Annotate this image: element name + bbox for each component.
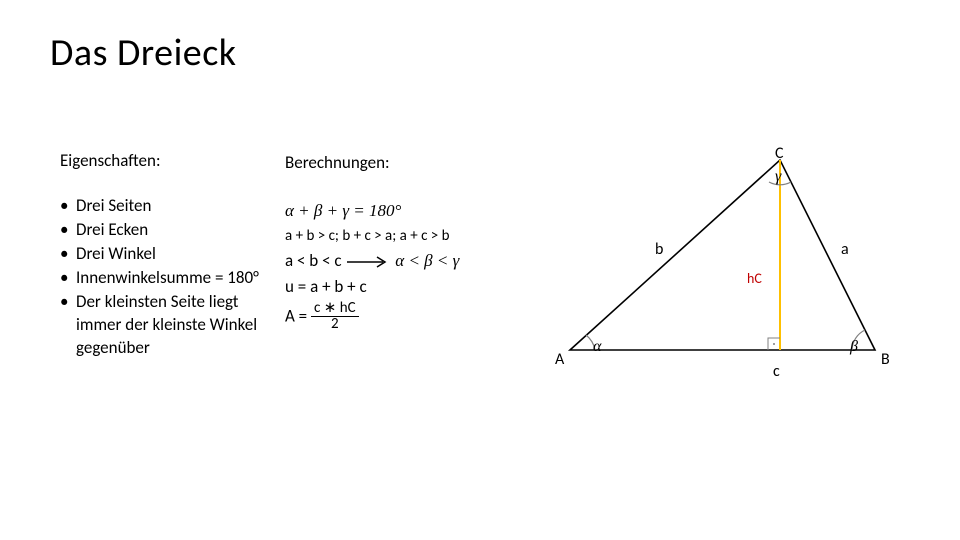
calc-anglesum-text: α + β + γ = 180° bbox=[285, 201, 401, 220]
calc-triangle-inequality: a + b > c; b + c > a; a + c > b bbox=[285, 225, 555, 248]
angle-gamma: γ bbox=[775, 168, 781, 186]
calc-perimeter: u = a + b + c bbox=[285, 274, 555, 300]
side-a: a bbox=[841, 240, 849, 259]
triangle-svg bbox=[555, 145, 895, 375]
list-item: Innenwinkelsumme = 180° bbox=[60, 267, 285, 290]
fraction: c ∗ hC 2 bbox=[311, 301, 359, 334]
slide: Das Dreieck Eigenschaften: Drei Seiten D… bbox=[0, 0, 960, 540]
list-item: Drei Winkel bbox=[60, 243, 285, 266]
calc-area: A = c ∗ hC 2 bbox=[285, 301, 555, 334]
side-c: c bbox=[773, 362, 780, 381]
vertex-A: A bbox=[555, 350, 564, 369]
height-label: hC bbox=[747, 270, 762, 287]
page-title: Das Dreieck bbox=[50, 30, 910, 76]
calculations-column: Berechnungen: α + β + γ = 180° a + b > c… bbox=[285, 150, 555, 361]
calculations-heading: Berechnungen: bbox=[285, 150, 555, 176]
side-b: b bbox=[655, 240, 663, 259]
calc-anglesum: α + β + γ = 180° bbox=[285, 198, 555, 224]
fraction-num-text: c ∗ hC bbox=[314, 299, 356, 317]
properties-heading: Eigenschaften: bbox=[60, 150, 285, 173]
properties-list: Drei Seiten Drei Ecken Drei Winkel Innen… bbox=[60, 195, 285, 360]
angle-alpha: α bbox=[593, 338, 601, 356]
list-item: Der kleinsten Seite liegt immer der klei… bbox=[60, 291, 285, 360]
calc-angle-order: α < β < γ bbox=[395, 251, 459, 270]
calc-side-order: a < b < c bbox=[285, 250, 342, 271]
properties-column: Eigenschaften: Drei Seiten Drei Ecken Dr… bbox=[60, 150, 285, 361]
fraction-denominator: 2 bbox=[311, 317, 359, 333]
arrow-icon bbox=[345, 256, 391, 268]
angle-beta: β bbox=[850, 338, 858, 356]
list-item: Drei Seiten bbox=[60, 195, 285, 218]
content-row: Eigenschaften: Drei Seiten Drei Ecken Dr… bbox=[60, 150, 920, 361]
vertex-C: C bbox=[775, 144, 784, 163]
vertex-B: B bbox=[881, 350, 890, 369]
list-item: Drei Ecken bbox=[60, 219, 285, 242]
triangle-figure: A B C b a c α β γ hC bbox=[555, 150, 920, 361]
calc-order-line: a < b < c α < β < γ bbox=[285, 248, 555, 274]
calc-area-prefix: A = bbox=[285, 305, 307, 326]
